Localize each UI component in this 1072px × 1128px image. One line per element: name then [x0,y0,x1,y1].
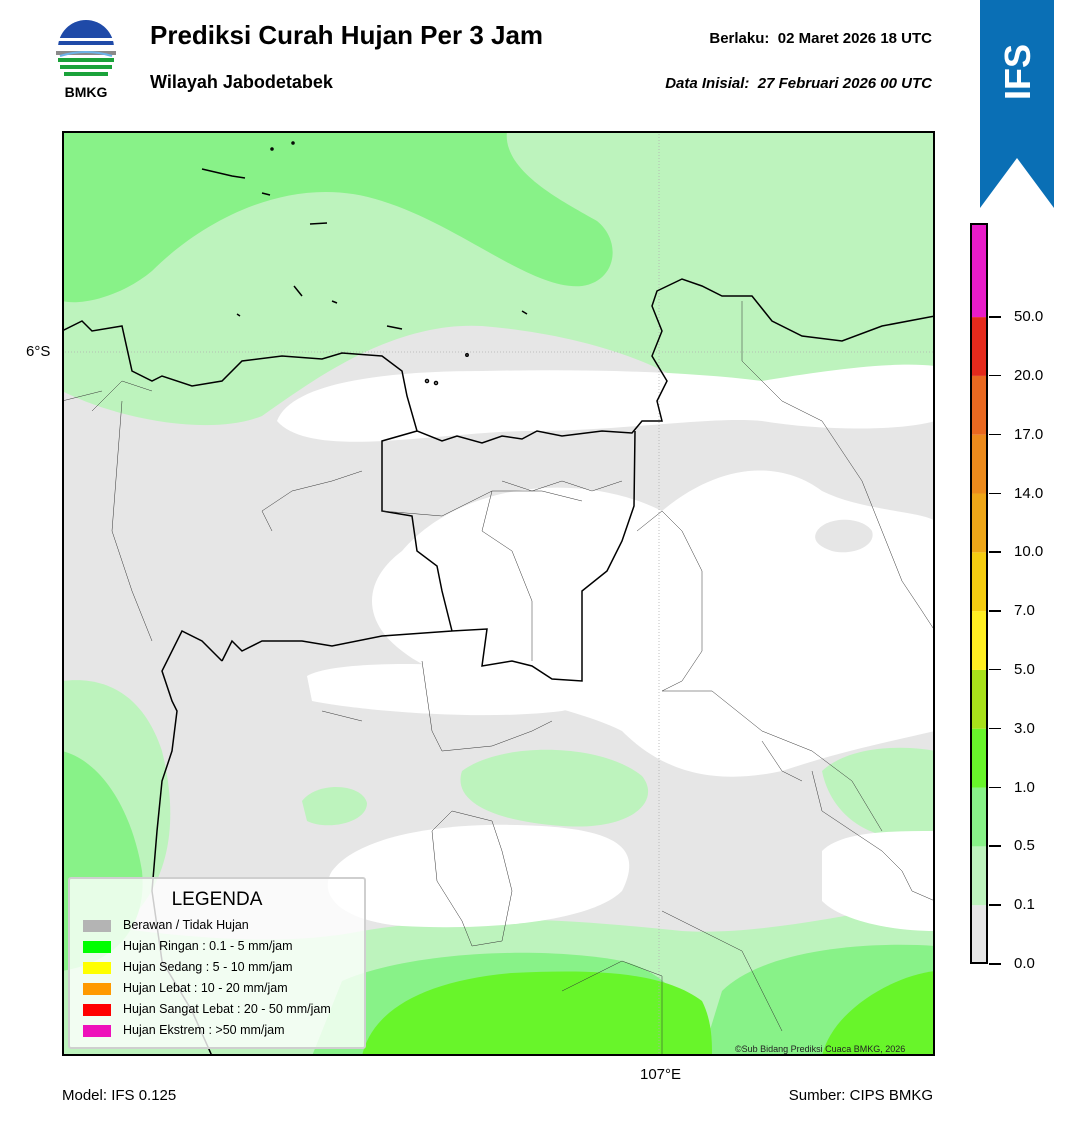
colorbar-tick [989,433,1001,436]
colorbar-tick-label: 0.1 [1014,896,1035,914]
source-label: Sumber: CIPS BMKG [788,1087,933,1104]
legend-label: Hujan Lebat : 10 - 20 mm/jam [123,981,288,995]
light-rain-center [460,749,649,827]
colorbar-tick [989,492,1001,495]
valid-time: Berlaku: 02 Maret 2026 18 UTC [709,30,932,47]
light-rain-east [822,747,935,838]
colorbar-tick-label: 3.0 [1014,719,1035,737]
colorbar-tick-label: 50.0 [1014,308,1044,326]
cloudy-area-south [327,824,630,928]
map-frame [62,131,935,1056]
colorbar-segment [970,669,988,729]
valid-value: 02 Maret 2026 18 UTC [777,30,932,47]
colorbar-tick [989,904,1001,906]
colorbar-tick [989,374,1001,377]
legend-item: Hujan Ringan : 0.1 - 5 mm/jam [83,938,293,954]
legend-label: Berawan / Tidak Hujan [123,918,249,932]
colorbar-frame [970,223,988,964]
legend-item: Hujan Ekstrem : >50 mm/jam [83,1022,285,1038]
init-label: Data Inisial: [665,75,750,92]
light-rain-core-southeast [822,971,935,1056]
colorbar [970,223,988,964]
light-rain-blob-a [302,786,367,826]
longitude-label: 107°E [640,1066,682,1083]
legend-swatch [83,1003,111,1016]
colorbar-tick [989,963,1001,965]
legend-label: Hujan Ekstrem : >50 mm/jam [123,1023,285,1037]
page-title: Prediksi Curah Hujan Per 3 Jam [150,20,544,50]
valid-label: Berlaku: [709,30,770,47]
colorbar-tick-label: 0.5 [1014,837,1035,855]
colorbar-segment [970,728,988,788]
legend-label: Hujan Ringan : 0.1 - 5 mm/jam [123,939,293,953]
cloudy-area-southeast [822,831,935,931]
colorbar-segment [970,905,988,964]
islands [201,141,528,386]
colorbar-tick [989,786,1001,789]
latitude-label: 6°S [26,343,51,360]
coastline [62,278,935,444]
colorbar-tick [989,668,1001,671]
colorbar-tick-label: 17.0 [1014,425,1044,443]
init-time: Data Inisial: 27 Februari 2026 00 UTC [665,75,932,92]
colorbar-segment [970,493,988,553]
colorbar-segment [970,317,988,376]
legend-swatch [83,919,111,932]
light-rain-core-south [362,971,712,1056]
legend-item: Hujan Sangat Lebat : 20 - 50 mm/jam [83,1001,331,1017]
cloudy-area-north [277,364,935,442]
light-rain-north [62,131,935,426]
model-label: Model: IFS 0.125 [62,1087,177,1104]
legend-swatch [83,961,111,974]
regency-boundaries [62,301,935,1056]
legend-swatch [83,940,111,953]
colorbar-tick [989,551,1001,553]
legend-item: Hujan Lebat : 10 - 20 mm/jam [83,980,288,996]
colorbar-tick-label: 20.0 [1014,366,1044,384]
legend-title: LEGENDA [171,889,263,910]
colorbar-segment [970,846,988,906]
colorbar-tick-label: 0.0 [1014,955,1035,972]
map-legend: LEGENDA Berawan / Tidak Hujan Hujan Ringa… [68,877,366,1049]
page-subtitle: Wilayah Jabodetabek [150,72,333,92]
colorbar-segment [970,552,988,612]
bmkg-logo-icon [56,20,116,76]
colorbar-tick [989,316,1001,318]
logo-text: BMKG [64,84,108,100]
copyright-note: ©Sub Bidang Prediksi Cuaca BMKG, 2026 [735,1044,906,1054]
init-value: 27 Februari 2026 00 UTC [757,75,932,92]
colorbar-segment [970,223,988,318]
colorbar-segment [970,434,988,494]
moderate-light-rain-north [62,131,613,303]
colorbar-tick-label: 10.0 [1014,543,1044,561]
colorbar-segment [970,375,988,435]
cloudy-area-west [307,664,583,716]
cloudy-area-center [372,470,935,777]
cloudy-patch-east [815,519,873,553]
ifs-badge-text: IFS [997,44,1038,100]
colorbar-tick-label: 1.0 [1014,778,1035,796]
legend-label: Hujan Sangat Lebat : 20 - 50 mm/jam [123,1002,331,1016]
colorbar-tick [989,845,1001,847]
colorbar-tick [989,727,1001,730]
legend-label: Hujan Sedang : 5 - 10 mm/jam [123,960,293,974]
colorbar-segment [970,787,988,847]
colorbar-tick [989,610,1001,612]
ifs-badge: IFS [980,0,1054,208]
legend-item: Hujan Sedang : 5 - 10 mm/jam [83,959,293,975]
legend-swatch [83,1024,111,1037]
colorbar-segment [970,611,988,670]
colorbar-tick-label: 5.0 [1014,660,1035,678]
legend-item: Berawan / Tidak Hujan [83,917,249,933]
colorbar-tick-label: 7.0 [1014,602,1035,620]
colorbar-tick-label: 14.0 [1014,484,1044,502]
legend-swatch [83,982,111,995]
